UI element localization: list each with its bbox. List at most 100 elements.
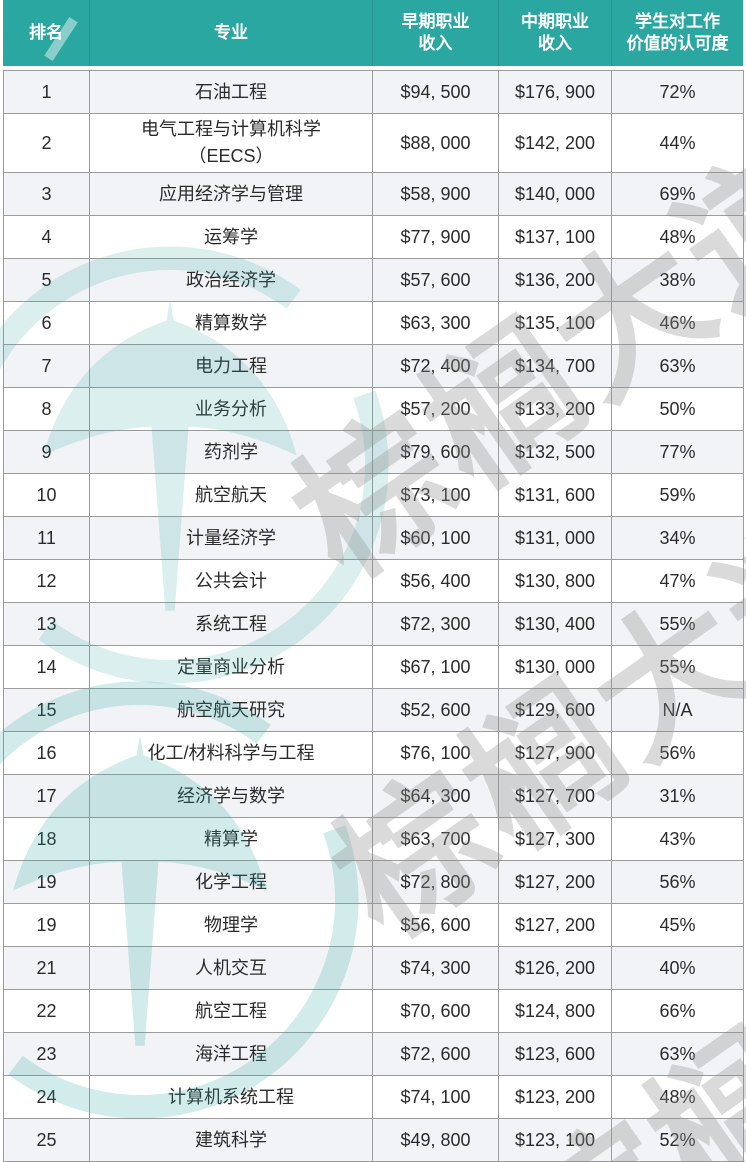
rank-cell: 8 <box>3 387 90 431</box>
early-income-cell: $77, 900 <box>372 215 499 259</box>
early-income-cell: $79, 600 <box>372 430 499 474</box>
table-row: 7 电力工程 $72, 400 $134, 700 63% <box>3 344 744 388</box>
major-cell: 应用经济学与管理 <box>89 172 373 216</box>
table-row: 23 海洋工程 $72, 600 $123, 600 63% <box>3 1032 744 1076</box>
major-cell: 航空航天研究 <box>89 688 373 732</box>
early-income-cell: $56, 400 <box>372 559 499 603</box>
approval-cell: 50% <box>611 387 744 431</box>
table-row: 16 化工/材料科学与工程 $76, 100 $127, 900 56% <box>3 731 744 775</box>
table-row: 1 石油工程 $94, 500 $176, 900 72% <box>3 70 744 114</box>
approval-cell: 47% <box>611 559 744 603</box>
rank-cell: 18 <box>3 817 90 861</box>
approval-cell: 63% <box>611 344 744 388</box>
approval-cell: 52% <box>611 1118 744 1162</box>
approval-cell: 77% <box>611 430 744 474</box>
early-income-cell: $52, 600 <box>372 688 499 732</box>
mid-income-cell: $130, 800 <box>498 559 612 603</box>
mid-income-cell: $129, 600 <box>498 688 612 732</box>
header-mid-income: 中期职业 收入 <box>498 0 611 66</box>
early-income-cell: $74, 100 <box>372 1075 499 1119</box>
major-cell: 化工/材料科学与工程 <box>89 731 373 775</box>
approval-cell: 38% <box>611 258 744 302</box>
approval-cell: 34% <box>611 516 744 560</box>
early-income-cell: $70, 600 <box>372 989 499 1033</box>
early-income-cell: $57, 600 <box>372 258 499 302</box>
table-row: 17 经济学与数学 $64, 300 $127, 700 31% <box>3 774 744 818</box>
early-income-cell: $88, 000 <box>372 113 499 173</box>
header-rank: 排名 <box>3 0 89 66</box>
table-row: 19 物理学 $56, 600 $127, 200 45% <box>3 903 744 947</box>
rank-cell: 19 <box>3 860 90 904</box>
table-row: 2 电气工程与计算机科学 （EECS） $88, 000 $142, 200 44% <box>3 113 744 173</box>
approval-cell: 48% <box>611 215 744 259</box>
table-row: 9 药剂学 $79, 600 $132, 500 77% <box>3 430 744 474</box>
rank-cell: 3 <box>3 172 90 216</box>
major-cell: 航空航天 <box>89 473 373 517</box>
approval-cell: 63% <box>611 1032 744 1076</box>
approval-cell: 56% <box>611 860 744 904</box>
early-income-cell: $73, 100 <box>372 473 499 517</box>
early-income-cell: $94, 500 <box>372 70 499 114</box>
early-income-cell: $63, 300 <box>372 301 499 345</box>
table-row: 18 精算学 $63, 700 $127, 300 43% <box>3 817 744 861</box>
approval-cell: 55% <box>611 645 744 689</box>
approval-cell: N/A <box>611 688 744 732</box>
early-income-cell: $58, 900 <box>372 172 499 216</box>
major-cell: 药剂学 <box>89 430 373 474</box>
early-income-cell: $72, 400 <box>372 344 499 388</box>
approval-cell: 59% <box>611 473 744 517</box>
table-row: 13 系统工程 $72, 300 $130, 400 55% <box>3 602 744 646</box>
table-row: 10 航空航天 $73, 100 $131, 600 59% <box>3 473 744 517</box>
approval-cell: 40% <box>611 946 744 990</box>
table-row: 14 定量商业分析 $67, 100 $130, 000 55% <box>3 645 744 689</box>
table-row: 24 计算机系统工程 $74, 100 $123, 200 48% <box>3 1075 744 1119</box>
rank-cell: 4 <box>3 215 90 259</box>
early-income-cell: $63, 700 <box>372 817 499 861</box>
early-income-cell: $64, 300 <box>372 774 499 818</box>
approval-cell: 72% <box>611 70 744 114</box>
early-income-cell: $72, 600 <box>372 1032 499 1076</box>
rank-cell: 19 <box>3 903 90 947</box>
salary-table: 1 石油工程 $94, 500 $176, 900 72% 2 电气工程与计算机科学 （EE… <box>3 70 744 1162</box>
approval-cell: 46% <box>611 301 744 345</box>
approval-cell: 55% <box>611 602 744 646</box>
major-cell: 精算学 <box>89 817 373 861</box>
major-cell: 石油工程 <box>89 70 373 114</box>
approval-cell: 44% <box>611 113 744 173</box>
major-cell: 建筑科学 <box>89 1118 373 1162</box>
major-cell: 定量商业分析 <box>89 645 373 689</box>
mid-income-cell: $135, 100 <box>498 301 612 345</box>
early-income-cell: $74, 300 <box>372 946 499 990</box>
mid-income-cell: $130, 000 <box>498 645 612 689</box>
rank-cell: 11 <box>3 516 90 560</box>
rank-cell: 13 <box>3 602 90 646</box>
rank-cell: 14 <box>3 645 90 689</box>
mid-income-cell: $127, 700 <box>498 774 612 818</box>
mid-income-cell: $126, 200 <box>498 946 612 990</box>
table-header: 排名 专业 早期职业 收入 中期职业 收入 学生对工作 价值的认可度 <box>3 0 743 66</box>
major-cell: 电气工程与计算机科学 （EECS） <box>89 113 373 173</box>
rank-cell: 1 <box>3 70 90 114</box>
mid-income-cell: $123, 600 <box>498 1032 612 1076</box>
table-row: 19 化学工程 $72, 800 $127, 200 56% <box>3 860 744 904</box>
major-cell: 海洋工程 <box>89 1032 373 1076</box>
mid-income-cell: $133, 200 <box>498 387 612 431</box>
mid-income-cell: $137, 100 <box>498 215 612 259</box>
rank-cell: 7 <box>3 344 90 388</box>
mid-income-cell: $131, 000 <box>498 516 612 560</box>
rank-cell: 23 <box>3 1032 90 1076</box>
mid-income-cell: $124, 800 <box>498 989 612 1033</box>
mid-income-cell: $123, 200 <box>498 1075 612 1119</box>
mid-income-cell: $127, 900 <box>498 731 612 775</box>
header-major: 专业 <box>89 0 372 66</box>
early-income-cell: $76, 100 <box>372 731 499 775</box>
table-row: 11 计量经济学 $60, 100 $131, 000 34% <box>3 516 744 560</box>
early-income-cell: $72, 300 <box>372 602 499 646</box>
table-row: 4 运筹学 $77, 900 $137, 100 48% <box>3 215 744 259</box>
table-row: 6 精算数学 $63, 300 $135, 100 46% <box>3 301 744 345</box>
major-cell: 化学工程 <box>89 860 373 904</box>
mid-income-cell: $132, 500 <box>498 430 612 474</box>
header-early-income: 早期职业 收入 <box>372 0 498 66</box>
mid-income-cell: $127, 200 <box>498 903 612 947</box>
table-row: 25 建筑科学 $49, 800 $123, 100 52% <box>3 1118 744 1162</box>
